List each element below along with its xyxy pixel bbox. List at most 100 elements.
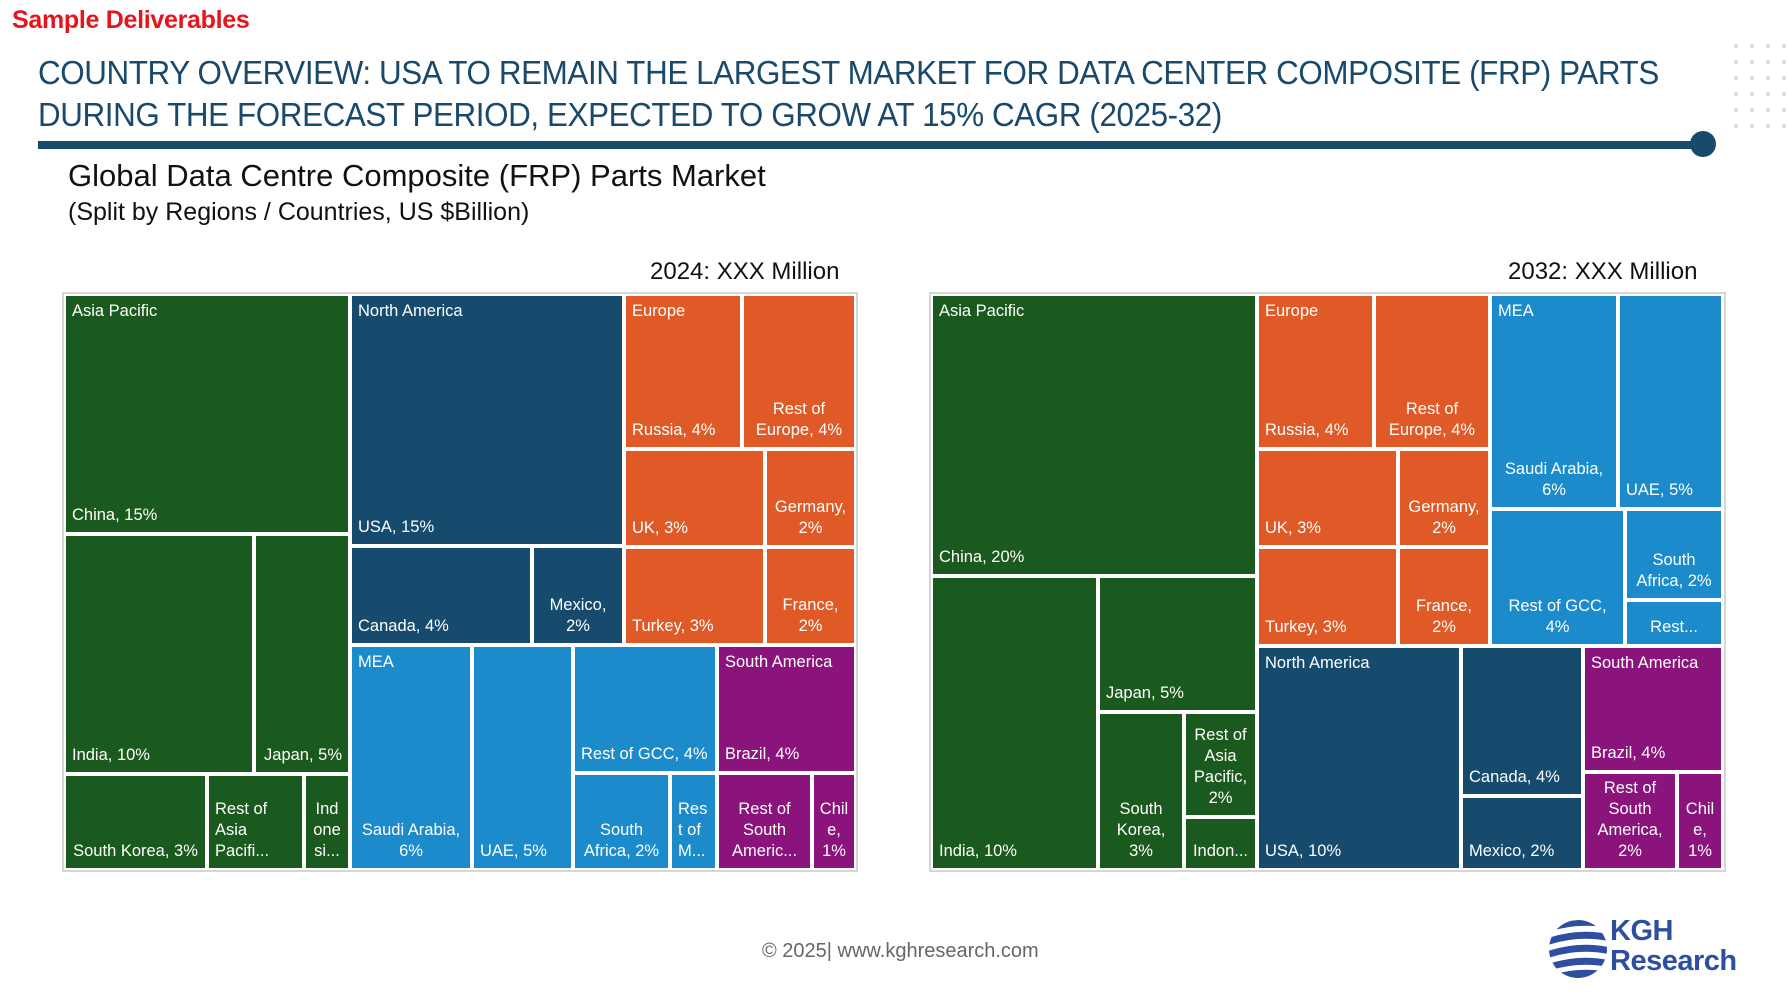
treemap-group-label: North America bbox=[358, 302, 463, 320]
treemap-2032: Asia Pacific China, 20% India, 10% Japan, 5… bbox=[929, 292, 1726, 872]
headline-line-1: COUNTRY OVERVIEW: USA TO REMAIN THE LARG… bbox=[38, 54, 1659, 91]
treemap-cell-label: Rest of Europe, 4% bbox=[1388, 400, 1476, 439]
treemap-cell-label: USA, 15% bbox=[358, 518, 435, 536]
treemap-cell-south-africa: South Africa, 2% bbox=[573, 773, 670, 870]
treemap-group-label: Asia Pacific bbox=[72, 302, 158, 320]
treemap-cell-uk: UK, 3% bbox=[624, 449, 765, 547]
treemap-cell-turkey: Turkey, 3% bbox=[1257, 547, 1398, 646]
treemap-cell-russia: Europe Russia, 4% bbox=[624, 294, 742, 449]
treemap-2032-title: 2032: XXX Million bbox=[1508, 258, 1698, 285]
treemap-cell-brazil: South America Brazil, 4% bbox=[1583, 646, 1723, 772]
treemap-cell-rest-of-south-america: Rest of South America, 2% bbox=[1583, 772, 1677, 870]
treemap-cell-label: Brazil, 4% bbox=[725, 745, 800, 763]
treemap-cell-label: Russia, 4% bbox=[1265, 421, 1349, 439]
chart-subtitle: (Split by Regions / Countries, US $Billi… bbox=[68, 198, 530, 226]
treemap-cell-label: Brazil, 4% bbox=[1591, 744, 1666, 762]
treemap-cell-japan: Japan, 5% bbox=[254, 534, 350, 774]
header-divider-dot bbox=[1690, 131, 1716, 157]
treemap-cell-label: India, 10% bbox=[939, 842, 1017, 860]
treemap-cell-germany: Germany, 2% bbox=[1398, 449, 1490, 547]
treemap-cell-france: France, 2% bbox=[1398, 547, 1490, 646]
treemap-cell-canada: Canada, 4% bbox=[350, 546, 532, 645]
treemap-cell-label: Res t of M... bbox=[678, 800, 708, 860]
treemap-cell-rest-of-europe: Rest of Europe, 4% bbox=[742, 294, 856, 449]
treemap-cell-label: Rest of South America, 2% bbox=[1597, 779, 1663, 860]
treemap-cell-label: China, 20% bbox=[939, 548, 1025, 566]
treemap-cell-germany: Germany, 2% bbox=[765, 449, 856, 547]
treemap-cell-label: USA, 10% bbox=[1265, 842, 1342, 860]
treemap-cell-france: France, 2% bbox=[765, 547, 856, 645]
treemap-cell-usa: North America USA, 10% bbox=[1257, 646, 1461, 870]
treemap-cell-label: UAE, 5% bbox=[480, 842, 547, 860]
treemap-cell-label: Rest of Asia Pacific, 2% bbox=[1193, 726, 1248, 807]
treemap-cell-canada: Canada, 4% bbox=[1461, 646, 1583, 796]
treemap-group-label: South America bbox=[1591, 654, 1699, 672]
headline-line-2: DURING THE FORECAST PERIOD, EXPECTED TO … bbox=[38, 96, 1222, 133]
treemap-cell-label: Turkey, 3% bbox=[632, 617, 714, 635]
treemap-cell-chile: Chil e, 1% bbox=[1677, 772, 1723, 870]
treemap-cell-label: South Korea, 3% bbox=[73, 842, 198, 860]
treemap-cell-label: Japan, 5% bbox=[1106, 684, 1184, 702]
treemap-cell-rest-of-asia-pacific: Rest of Asia Pacific, 2% bbox=[1184, 712, 1257, 817]
treemap-cell-label: Japan, 5% bbox=[264, 746, 342, 764]
logo-line-1: KGH bbox=[1610, 915, 1673, 947]
logo-wordmark: KGH Research bbox=[1610, 916, 1737, 976]
treemap-cell-label: Rest of South Americ... bbox=[731, 800, 798, 860]
treemap-cell-label: Mexico, 2% bbox=[549, 596, 607, 635]
header-divider bbox=[38, 141, 1702, 149]
treemap-cell-label: South Africa, 2% bbox=[583, 821, 660, 860]
treemap-cell-label: Germany, 2% bbox=[774, 498, 847, 537]
treemap-cell-label: France, 2% bbox=[782, 596, 839, 635]
treemap-group-label: Europe bbox=[1265, 302, 1319, 320]
treemap-cell-label: UK, 3% bbox=[1265, 519, 1321, 537]
treemap-cell-label: Saudi Arabia, 6% bbox=[1504, 460, 1604, 499]
treemap-group-label: Europe bbox=[632, 302, 686, 320]
page-headline: COUNTRY OVERVIEW: USA TO REMAIN THE LARG… bbox=[38, 52, 1659, 136]
treemap-cell-mexico: Mexico, 2% bbox=[1461, 796, 1583, 870]
copyright-footer: © 2025| www.kghresearch.com bbox=[762, 940, 1039, 962]
treemap-cell-label: Russia, 4% bbox=[632, 421, 716, 439]
treemap-cell-uae: UAE, 5% bbox=[1618, 294, 1723, 509]
treemap-group-label: North America bbox=[1265, 654, 1370, 672]
treemap-cell-label: UK, 3% bbox=[632, 519, 688, 537]
globe-stripes-icon bbox=[1549, 920, 1607, 978]
treemap-group-label: South America bbox=[725, 653, 833, 671]
treemap-cell-label: Ind one si... bbox=[313, 800, 341, 860]
treemap-cell-rest-of-gcc: Rest of GCC, 4% bbox=[573, 645, 717, 773]
treemap-cell-uae: UAE, 5% bbox=[472, 645, 573, 870]
treemap-2024: Asia Pacific China, 15% India, 10% Japan, 5… bbox=[62, 292, 858, 872]
treemap-cell-south-korea: South Korea, 3% bbox=[64, 774, 207, 870]
treemap-cell-label: South Africa, 2% bbox=[1636, 551, 1712, 590]
treemap-cell-south-korea: South Korea, 3% bbox=[1098, 712, 1184, 870]
treemap-cell-label: China, 15% bbox=[72, 506, 158, 524]
treemap-cell-label: Canada, 4% bbox=[358, 617, 449, 635]
treemap-cell-saudi-arabia: MEA Saudi Arabia, 6% bbox=[1490, 294, 1618, 509]
treemap-cell-rest-of-europe: Rest of Europe, 4% bbox=[1374, 294, 1490, 449]
treemap-cell-label: Turkey, 3% bbox=[1265, 618, 1347, 636]
treemap-cell-russia: Europe Russia, 4% bbox=[1257, 294, 1374, 449]
treemap-cell-china: Asia Pacific China, 20% bbox=[931, 294, 1257, 576]
treemap-cell-label: Saudi Arabia, 6% bbox=[361, 821, 461, 860]
treemap-cell-label: Mexico, 2% bbox=[1469, 842, 1555, 860]
treemap-cell-south-africa: South Africa, 2% bbox=[1625, 509, 1723, 600]
treemap-cell-rest-of-mea: Rest... bbox=[1625, 600, 1723, 646]
treemap-cell-rest-of-south-america: Rest of South Americ... bbox=[717, 773, 812, 870]
treemap-cell-label: Canada, 4% bbox=[1469, 768, 1560, 786]
treemap-2024-title: 2024: XXX Million bbox=[650, 258, 840, 285]
treemap-cell-usa: North America USA, 15% bbox=[350, 294, 624, 546]
treemap-cell-china: Asia Pacific China, 15% bbox=[64, 294, 350, 534]
treemap-cell-label: Rest of Europe, 4% bbox=[755, 400, 843, 439]
treemap-cell-rest-of-asia-pacific: Rest of Asia Pacifi... bbox=[207, 774, 304, 870]
treemap-cell-brazil: South America Brazil, 4% bbox=[717, 645, 856, 773]
decorative-dot-grid bbox=[1728, 38, 1788, 130]
treemap-cell-uk: UK, 3% bbox=[1257, 449, 1398, 547]
chart-title: Global Data Centre Composite (FRP) Parts… bbox=[68, 158, 766, 193]
treemap-cell-label: Indon... bbox=[1192, 842, 1249, 860]
treemap-cell-label: Chil e, 1% bbox=[1685, 800, 1715, 860]
treemap-cell-indonesia: Indon... bbox=[1184, 817, 1257, 870]
treemap-cell-label: UAE, 5% bbox=[1626, 481, 1693, 499]
logo-line-2: Research bbox=[1610, 945, 1737, 977]
treemap-cell-chile: Chil e, 1% bbox=[812, 773, 856, 870]
treemap-group-label: MEA bbox=[358, 653, 394, 671]
treemap-cell-label: South Korea, 3% bbox=[1116, 800, 1166, 860]
